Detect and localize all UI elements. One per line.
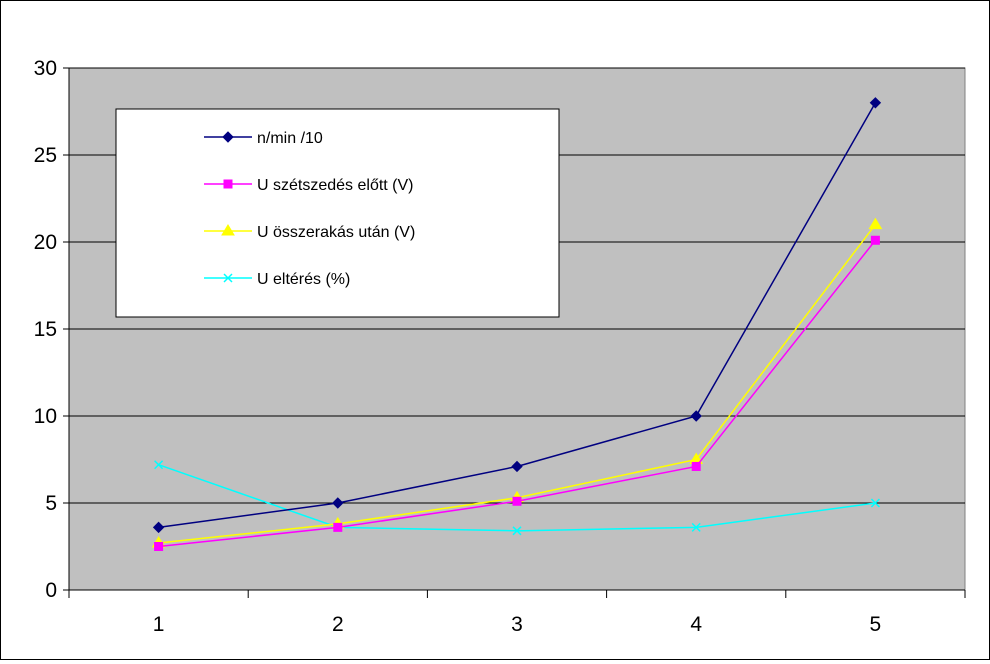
marker-stroke	[223, 273, 233, 283]
series-1-point-3	[691, 461, 701, 471]
marker-stroke	[691, 522, 701, 532]
y-tick-label: 5	[45, 492, 57, 515]
marker-stroke	[154, 460, 164, 470]
marker-stroke	[870, 498, 880, 508]
legend: n/min /10 U szétszedés előtt (V) U összera…	[115, 108, 560, 318]
axes: 0 5 10 15 20 25 30 1 2 3 4 5	[34, 57, 966, 636]
marker-stroke	[512, 526, 522, 536]
series-3-point-4	[870, 498, 880, 508]
y-tick-label: 10	[34, 405, 57, 428]
y-tick-label: 30	[34, 57, 57, 80]
legend-label: U összerakás után (V)	[257, 224, 415, 241]
legend-entry-3: U eltérés (%)	[204, 271, 350, 288]
series-0-point-2	[511, 460, 523, 473]
legend-swatch-marker	[221, 224, 235, 236]
y-tick-label: 15	[34, 318, 57, 341]
legend-entry-0: n/min /10	[204, 130, 323, 147]
series-0-point-0	[152, 521, 165, 534]
series-1-point-2	[512, 496, 522, 506]
x-tick-label: 1	[153, 613, 165, 636]
series-1-point-0	[154, 542, 164, 551]
series-3-point-0	[154, 460, 164, 470]
series-1-point-4	[870, 235, 880, 245]
legend-swatch-marker	[222, 131, 234, 143]
series-0	[152, 97, 882, 534]
legend-label: U szétszedés előtt (V)	[257, 177, 414, 194]
series-0-point-1	[332, 497, 344, 509]
y-tick-label: 20	[34, 231, 57, 254]
series-0-point-3	[690, 410, 702, 422]
legend-swatch-marker	[223, 179, 233, 189]
series-3-point-2	[512, 526, 522, 536]
legend-label: U eltérés (%)	[257, 271, 350, 288]
x-tick-label: 2	[332, 613, 344, 636]
y-tick-label: 25	[34, 144, 57, 167]
x-tick-label: 4	[690, 613, 702, 636]
series-2-point-4	[868, 217, 883, 230]
series-0-point-4	[869, 97, 882, 109]
y-tick-label: 0	[45, 579, 57, 602]
legend-entry-1: U szétszedés előtt (V)	[204, 177, 414, 194]
series-3-point-3	[691, 522, 701, 532]
x-tick-label: 3	[511, 613, 523, 636]
legend-swatch-marker	[223, 273, 233, 283]
series-1-point-1	[333, 522, 343, 532]
legend-box	[115, 108, 560, 318]
legend-label: n/min /10	[257, 130, 323, 147]
series	[151, 97, 883, 551]
legend-entry-2: U összerakás után (V)	[204, 224, 415, 241]
x-tick-label: 5	[870, 613, 882, 636]
series-1	[154, 235, 880, 551]
